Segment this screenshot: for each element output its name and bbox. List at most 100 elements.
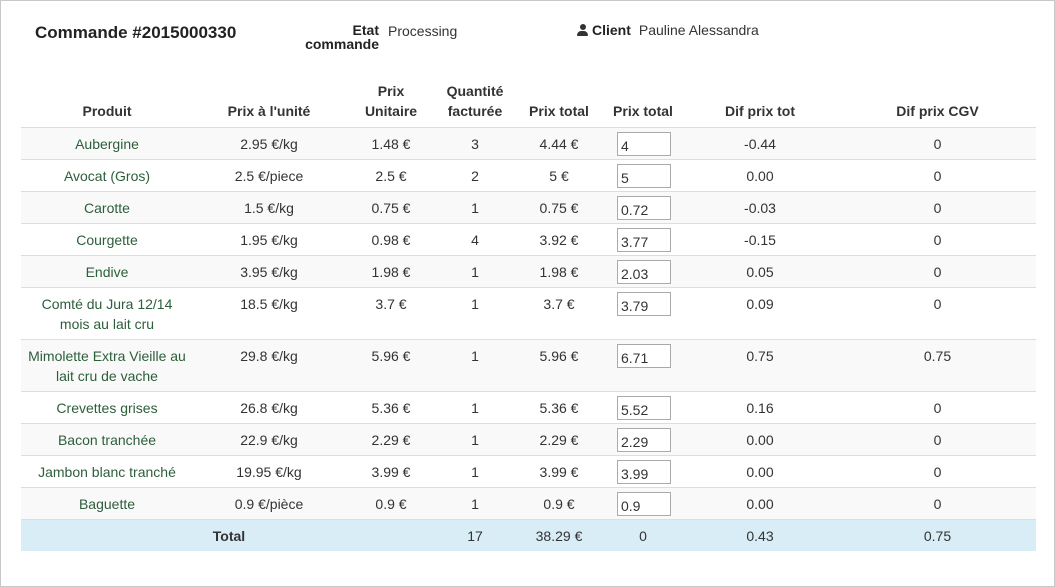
client-name: Pauline Alessandra	[638, 22, 759, 38]
dif-prix-tot: 0.00	[681, 159, 839, 192]
total-label: Total	[21, 519, 437, 551]
dif-prix-cgv: 0	[839, 423, 1036, 456]
dif-prix-tot: 0.00	[681, 423, 839, 456]
prix-unitaire: 2.29 €	[345, 423, 437, 456]
prix-total: 5 €	[513, 159, 605, 192]
prix-total-input[interactable]	[617, 164, 671, 188]
status-label: Etat commande	[297, 23, 379, 51]
prix-total-cell	[605, 423, 681, 456]
quantity: 1	[437, 287, 513, 340]
header-text: Prix	[377, 83, 405, 99]
prix-total-input[interactable]	[617, 460, 671, 484]
product-name: Baguette	[21, 487, 193, 520]
prix-total: 3.7 €	[513, 287, 605, 340]
prix-total: 3.92 €	[513, 223, 605, 256]
quantity: 1	[437, 455, 513, 488]
quantity: 1	[437, 391, 513, 424]
header-text: Prix total	[529, 103, 589, 119]
quantity: 3	[437, 127, 513, 160]
prix-total-cell	[605, 191, 681, 224]
dif-prix-tot: 0.05	[681, 255, 839, 288]
dif-prix-cgv: 0	[839, 159, 1036, 192]
prix-unitaire: 0.9 €	[345, 487, 437, 520]
prix-total-input[interactable]	[617, 228, 671, 252]
dif-prix-cgv: 0	[839, 191, 1036, 224]
dif-prix-cgv: 0.75	[839, 339, 1036, 392]
prix-unitaire: 5.36 €	[345, 391, 437, 424]
dif-prix-cgv: 0	[839, 487, 1036, 520]
product-name: Endive	[21, 255, 193, 288]
dif-prix-tot: 0.75	[681, 339, 839, 392]
total-input-sum: 0	[605, 519, 681, 551]
table-row: Mimolette Extra Vieille au lait cru de v…	[21, 339, 1036, 392]
header-text: Unitaire	[364, 103, 418, 119]
prix-total-input[interactable]	[617, 132, 671, 156]
header-text: Prix total	[613, 103, 673, 119]
prix-unitaire: 3.7 €	[345, 287, 437, 340]
dif-prix-tot: -0.15	[681, 223, 839, 256]
unit-price: 26.8 €/kg	[193, 391, 345, 424]
prix-total-cell	[605, 391, 681, 424]
prix-total: 4.44 €	[513, 127, 605, 160]
header-produit: Produit	[21, 81, 193, 128]
unit-price: 2.95 €/kg	[193, 127, 345, 160]
dif-prix-cgv: 0	[839, 287, 1036, 340]
quantity: 1	[437, 191, 513, 224]
unit-price: 1.5 €/kg	[193, 191, 345, 224]
unit-price: 18.5 €/kg	[193, 287, 345, 340]
dif-prix-tot: 0.09	[681, 287, 839, 340]
prix-total: 1.98 €	[513, 255, 605, 288]
prix-total-cell	[605, 255, 681, 288]
dif-prix-cgv: 0	[839, 255, 1036, 288]
prix-total-input[interactable]	[617, 344, 671, 368]
prix-total: 5.96 €	[513, 339, 605, 392]
header-text: Dif prix CGV	[896, 103, 979, 119]
dif-prix-tot: -0.03	[681, 191, 839, 224]
prix-total-input[interactable]	[617, 292, 671, 316]
prix-total: 3.99 €	[513, 455, 605, 488]
prix-total-cell	[605, 339, 681, 392]
dif-prix-cgv: 0	[839, 455, 1036, 488]
header-text: Prix à l'unité	[227, 103, 311, 119]
prix-unitaire: 0.75 €	[345, 191, 437, 224]
table-row: Comté du Jura 12/14 mois au lait cru 18.5…	[21, 287, 1036, 340]
prix-total-input[interactable]	[617, 492, 671, 516]
prix-total-input[interactable]	[617, 396, 671, 420]
prix-total-cell	[605, 127, 681, 160]
table-header-row: Produit Prix à l'unité Prix Unitaire Quantit…	[21, 81, 1036, 128]
header-prix-total: Prix total	[513, 81, 605, 128]
unit-price: 29.8 €/kg	[193, 339, 345, 392]
prix-unitaire: 3.99 €	[345, 455, 437, 488]
status-value: Processing	[388, 23, 458, 39]
prix-total: 0.75 €	[513, 191, 605, 224]
product-name: Comté du Jura 12/14 mois au lait cru	[21, 287, 193, 340]
unit-price: 2.5 €/piece	[193, 159, 345, 192]
total-quantity: 17	[437, 519, 513, 551]
client-label: Client	[592, 22, 631, 38]
header-text: Produit	[82, 103, 132, 119]
user-icon	[577, 24, 588, 36]
prix-total-input[interactable]	[617, 196, 671, 220]
total-prix-total: 38.29 €	[513, 519, 605, 551]
status-label-line1: Etat	[352, 22, 379, 38]
dif-prix-tot: -0.44	[681, 127, 839, 160]
prix-total: 2.29 €	[513, 423, 605, 456]
quantity: 4	[437, 223, 513, 256]
unit-price: 0.9 €/pièce	[193, 487, 345, 520]
total-row: Total 17 38.29 €0 0.43 0.75	[21, 519, 1036, 551]
unit-price: 22.9 €/kg	[193, 423, 345, 456]
prix-total-cell	[605, 159, 681, 192]
prix-unitaire: 5.96 €	[345, 339, 437, 392]
header-text: Quantité	[446, 83, 504, 99]
unit-price: 1.95 €/kg	[193, 223, 345, 256]
total-dif-prix-cgv: 0.75	[839, 519, 1036, 551]
prix-total-input[interactable]	[617, 428, 671, 452]
prix-total-input[interactable]	[617, 260, 671, 284]
prix-total-cell	[605, 287, 681, 340]
quantity: 1	[437, 487, 513, 520]
dif-prix-tot: 0.16	[681, 391, 839, 424]
